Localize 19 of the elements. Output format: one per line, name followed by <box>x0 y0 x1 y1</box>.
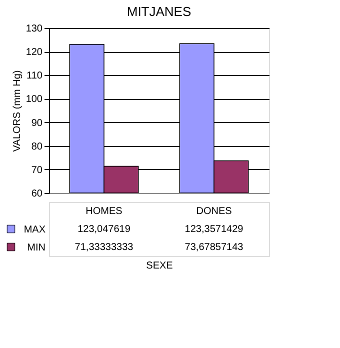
y-tick-label: 70 <box>31 164 43 176</box>
y-tick-label: 100 <box>26 94 43 106</box>
data-label: 73,67857143 <box>184 242 244 253</box>
y-tick-label: 90 <box>31 118 43 129</box>
y-tick-label: 130 <box>26 24 43 34</box>
x-axis-title: SEXE <box>146 260 174 272</box>
y-tick-label: 80 <box>31 141 43 152</box>
x-tick-label: HOMES <box>86 206 123 217</box>
data-label: 71,33333333 <box>74 242 134 253</box>
legend-label: MAX <box>24 224 46 236</box>
chart-title: MITJANES <box>126 4 192 19</box>
y-tick-label: 110 <box>26 70 43 82</box>
y-tick-label: 120 <box>26 47 43 58</box>
data-label: 123,3571429 <box>184 224 244 235</box>
y-tick-label: 60 <box>31 188 43 200</box>
y-axis-title: VALORS (mm Hg) <box>12 70 23 152</box>
x-tick-label: DONES <box>196 206 232 217</box>
legend-label: MIN <box>27 242 46 254</box>
data-label: 123,047619 <box>78 224 131 235</box>
